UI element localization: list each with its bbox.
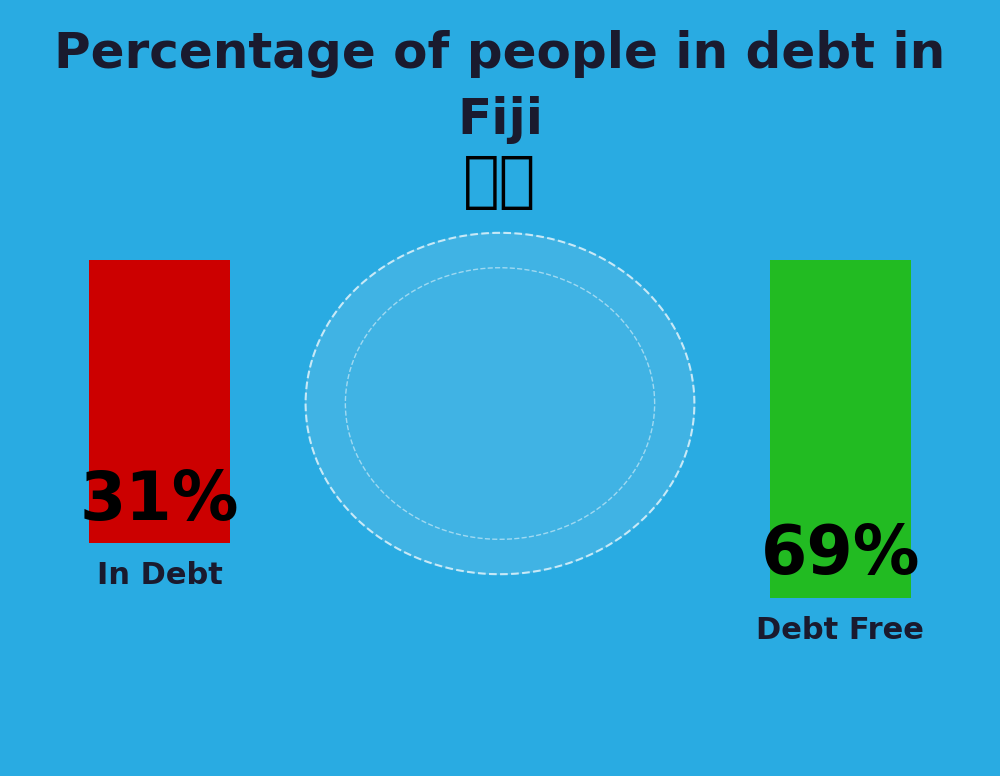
Circle shape bbox=[306, 233, 694, 574]
Text: In Debt: In Debt bbox=[97, 561, 223, 591]
Text: Fiji: Fiji bbox=[457, 96, 543, 144]
Text: Debt Free: Debt Free bbox=[756, 615, 924, 645]
Text: 🇫🇯: 🇫🇯 bbox=[463, 153, 537, 212]
Bar bbox=[89, 260, 230, 543]
Text: 31%: 31% bbox=[80, 467, 240, 534]
Bar bbox=[770, 260, 911, 598]
Text: 69%: 69% bbox=[760, 521, 920, 588]
Text: Percentage of people in debt in: Percentage of people in debt in bbox=[54, 30, 946, 78]
